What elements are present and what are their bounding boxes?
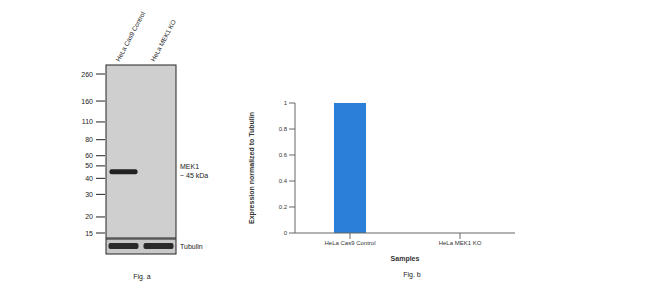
svg-text:HeLa Cas9 Control: HeLa Cas9 Control [114, 10, 146, 63]
svg-text:60: 60 [85, 152, 93, 159]
svg-text:Samples: Samples [391, 255, 420, 263]
svg-text:160: 160 [81, 98, 93, 105]
svg-text:1: 1 [284, 100, 288, 106]
svg-text:HeLa MEK1 KO: HeLa MEK1 KO [149, 18, 177, 62]
svg-text:HeLa MEK1 KO: HeLa MEK1 KO [439, 240, 482, 246]
svg-text:20: 20 [85, 213, 93, 220]
svg-text:15: 15 [85, 230, 93, 237]
svg-text:0.8: 0.8 [279, 126, 288, 132]
svg-text:40: 40 [85, 175, 93, 182]
svg-text:50: 50 [85, 162, 93, 169]
svg-text:110: 110 [82, 118, 93, 125]
svg-text:30: 30 [85, 191, 93, 198]
svg-text:0.4: 0.4 [279, 178, 288, 184]
svg-text:0: 0 [284, 230, 288, 236]
svg-text:260: 260 [81, 71, 93, 78]
svg-text:Tubulin: Tubulin [180, 243, 203, 250]
svg-text:MEK1: MEK1 [180, 163, 199, 170]
html-text:Fig. b: Fig. b [403, 271, 421, 278]
svg-text:HeLa Cas9 Control: HeLa Cas9 Control [324, 240, 375, 246]
svg-text:~ 45 kDa: ~ 45 kDa [180, 172, 208, 179]
svg-text:0.2: 0.2 [279, 204, 288, 210]
svg-text:80: 80 [85, 136, 93, 143]
svg-text:Fig. a: Fig. a [133, 273, 151, 281]
svg-text:Expression normalized to Tubul: Expression normalized to Tubulin [248, 112, 256, 224]
svg-text:0.6: 0.6 [279, 152, 288, 158]
